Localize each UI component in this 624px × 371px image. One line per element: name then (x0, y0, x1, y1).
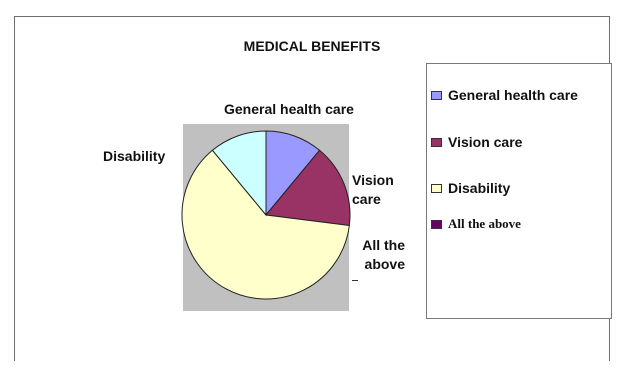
pie-slice-vision-care (265, 149, 351, 227)
legend-item: Vision care (431, 134, 522, 150)
slice-label-vision-care: Vision care (352, 172, 394, 207)
legend-swatch-general-health-care (431, 90, 442, 100)
legend-swatch-disability (431, 183, 442, 193)
legend-label: General health care (448, 87, 578, 103)
legend-label: Vision care (448, 134, 523, 150)
legend-swatch-all-the-above (431, 219, 442, 229)
legend: General health care Vision care Disabili… (426, 63, 612, 319)
pie-slice-disability (181, 149, 350, 300)
slice-label-all-the-above: All the above (362, 237, 405, 272)
legend-label: Disability (448, 180, 511, 196)
slice-label-disability: Disability (103, 148, 166, 164)
legend-item: General health care (431, 87, 578, 103)
pie-slices (181, 130, 351, 300)
legend-label: All the above (448, 216, 521, 231)
legend-item: Disability (431, 180, 510, 196)
pie-slice-all-the-above (211, 130, 267, 217)
legend-item: All the above (431, 216, 521, 232)
slice-label-general-health-care: General health care (224, 101, 354, 117)
label-leader-line (352, 280, 358, 281)
legend-swatch-vision-care (431, 137, 442, 147)
chart-title: MEDICAL BENEFITS (243, 38, 381, 54)
